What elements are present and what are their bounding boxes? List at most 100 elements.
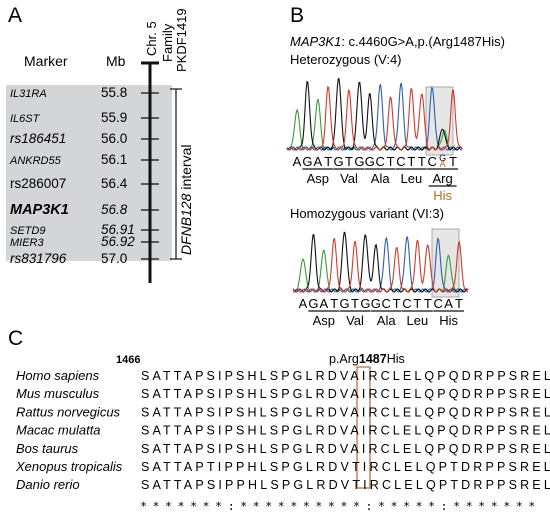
trace-t (292, 238, 469, 293)
marker-mb: 56.92 (101, 234, 135, 249)
het-chromatogram (286, 77, 463, 151)
base-call: G (334, 154, 344, 169)
trace-t (286, 85, 463, 151)
species-sequence: SATTAPSIPPHLSPGLRDVTIRCLELQPTDRPPSRELL (141, 478, 550, 492)
species-sequence: SATTAPTIPPHLSPGLRDVTIRCLELQPTDRPPSRELL (141, 460, 550, 474)
species-name: Homo sapiens (16, 368, 100, 383)
mutation-suffix: His (387, 352, 405, 366)
base-call: G (365, 154, 375, 169)
base-call: G (371, 296, 381, 311)
base-call: T (449, 154, 457, 169)
amino-acid: Val (346, 313, 364, 328)
family-label: Family (160, 23, 175, 62)
start-position: 1466 (116, 354, 140, 366)
panel-a: A Marker Mb Chr. 5 Family PKDF1419 DFNB1… (6, 4, 194, 283)
alignment: Homo sapiens SATTAPSIPSHLSPGLRDVAIRCLELQP… (15, 368, 550, 492)
marker-name: ANKRD55 (9, 155, 62, 167)
base-call: C (396, 154, 405, 169)
interval-shading (6, 85, 172, 261)
species-sequence: SATTAPSIPSHLSPGLRDVAIRCLELQPQDRPPSRELL (141, 387, 550, 401)
panel-a-letter: A (8, 4, 22, 27)
base-call: A (293, 154, 302, 169)
base-call: C (382, 296, 391, 311)
species-name: Macac mulatta (16, 423, 101, 438)
marker-name: rs186451 (10, 131, 66, 146)
panel-c-letter: C (8, 327, 23, 350)
amino-acid: Val (340, 171, 358, 186)
amino-acid-variant: His (439, 313, 458, 328)
base-call: G (439, 153, 446, 163)
species-name: Mus musculus (16, 386, 100, 401)
amino-acid: Asp (313, 313, 335, 328)
marker-name: MAP3K1 (10, 202, 69, 218)
base-call: T (424, 296, 432, 311)
species-name: Xenopus tropicalis (15, 459, 123, 474)
base-call: T (351, 296, 359, 311)
marker-mb: 55.9 (101, 110, 127, 125)
amino-acid: Leu (401, 171, 423, 186)
base-call: T (393, 296, 401, 311)
marker-mb: 56.4 (101, 176, 128, 191)
base-call: A (313, 154, 322, 169)
base-call: A (319, 296, 328, 311)
species-name: Rattus norvegicus (16, 404, 121, 419)
base-call: A (299, 296, 308, 311)
marker-mb: 56.1 (101, 152, 127, 167)
hom-chromatogram (292, 231, 469, 293)
hom-label: Homozygous variant (VI:3) (290, 206, 444, 221)
variant-notation: : c.4460G>A,p.(Arg1487His) (341, 34, 505, 49)
amino-acid-ref: Arg (432, 171, 452, 186)
marker-name: SETD9 (10, 225, 45, 237)
marker-name: IL6ST (10, 113, 41, 125)
marker-header: Marker (24, 53, 68, 69)
base-call: T (324, 154, 332, 169)
species-sequence: SATTAPSIPSHLSPGLRDVAIRCLELQPQDRPPSRELL (141, 442, 550, 456)
amino-acid: Asp (307, 171, 329, 186)
family-id: PKDF1419 (174, 8, 189, 72)
mutation-position: 1487 (359, 352, 387, 366)
marker-name: rs286007 (10, 176, 66, 191)
mb-header: Mb (106, 53, 126, 69)
marker-name: rs831796 (10, 251, 67, 266)
het-label: Heterozygous (V:4) (290, 52, 402, 67)
interval-label: DFNB128 interval (178, 145, 194, 256)
marker-name: MIER3 (10, 237, 45, 249)
panel-b-letter: B (290, 4, 304, 27)
het-alt-base: A (440, 159, 446, 169)
base-call: T (413, 296, 421, 311)
base-call: G (340, 296, 350, 311)
amino-acid: Ala (371, 171, 391, 186)
panel-b: B MAP3K1: c.4460G>A,p.(Arg1487His) Heter… (286, 4, 505, 328)
base-call: C (434, 296, 443, 311)
marker-mb: 55.8 (101, 85, 127, 100)
base-call: G (308, 296, 318, 311)
mutation-prefix: p.Arg (329, 352, 359, 366)
marker-name: IL31RA (10, 88, 47, 100)
chr-label: Chr. 5 (144, 21, 159, 56)
interval-gene: DFNB128 (178, 193, 194, 255)
base-call: C (402, 296, 411, 311)
base-call: T (387, 154, 395, 169)
marker-mb: 56.0 (101, 131, 127, 146)
variant-gene: MAP3K1 (290, 34, 341, 49)
base-call: G (360, 296, 370, 311)
marker-mb: 56.8 (101, 202, 128, 217)
panel-c: C 1466 p.Arg1487His Homo sapiens SATTAPSI… (8, 327, 550, 513)
species-sequence: SATTAPSIPSHLSPGLRDVAIRCLELQPQDRPPSRELL (141, 424, 550, 438)
marker-mb: 56.91 (101, 222, 135, 237)
base-call: T (330, 296, 338, 311)
mutation-label: p.Arg1487His (329, 352, 405, 366)
species-name: Danio rerio (16, 477, 80, 492)
amino-acid: Leu (407, 313, 429, 328)
base-call: T (407, 154, 415, 169)
species-name: Bos taurus (16, 441, 79, 456)
base-call: T (455, 296, 463, 311)
marker-list: IL31RA 55.8 IL6ST 55.9 rs186451 56.0 ANKRD55 56… (9, 85, 159, 266)
base-call: G (302, 154, 312, 169)
base-call: T (345, 154, 353, 169)
marker-mb: 57.0 (101, 251, 127, 266)
amino-acid-alt: His (433, 188, 452, 203)
